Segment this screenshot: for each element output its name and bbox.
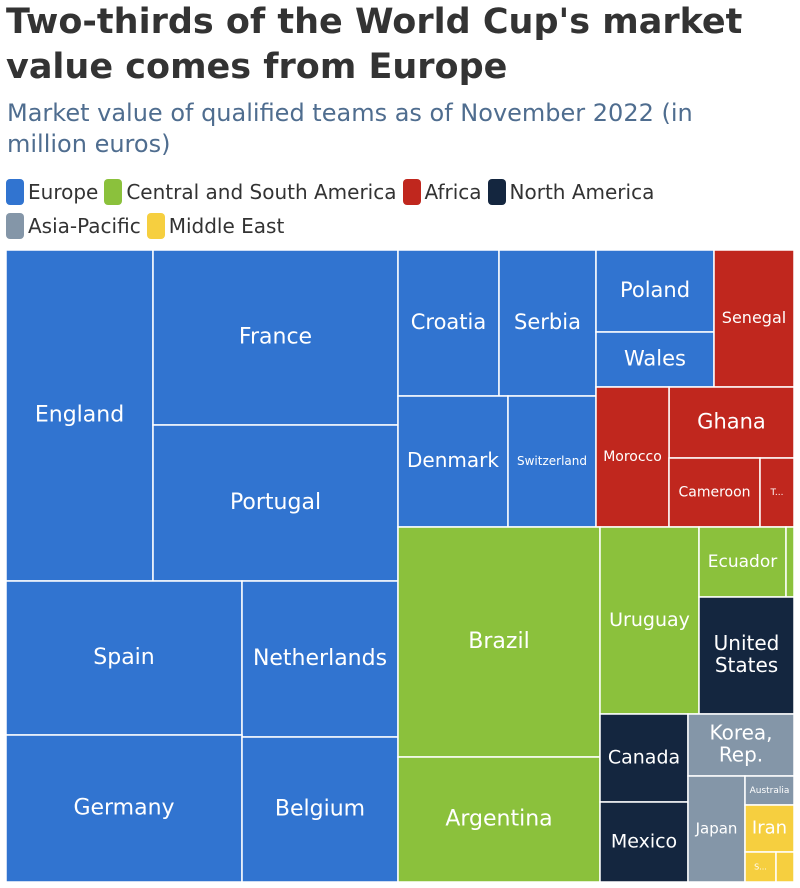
- tile-label-ecuador: Ecuador: [708, 552, 777, 572]
- legend-swatch: [6, 179, 24, 205]
- tile-label-germany: Germany: [73, 796, 174, 821]
- legend-item-asia-pacific[interactable]: Asia-Pacific: [6, 212, 141, 240]
- tile-brazil[interactable]: [397, 526, 601, 758]
- tile-label-switzerland: Switzerland: [517, 454, 587, 468]
- tile-switzerland[interactable]: [507, 395, 597, 528]
- tile-label-argentina: Argentina: [445, 807, 552, 832]
- tile-label-saudi-arabia: S...: [754, 863, 767, 872]
- legend-item-middle-east[interactable]: Middle East: [146, 212, 285, 240]
- tile-ghana[interactable]: [668, 386, 795, 459]
- legend-swatch: [402, 179, 421, 205]
- tile-label-denmark: Denmark: [407, 448, 499, 472]
- tile-label-brazil: Brazil: [468, 629, 529, 654]
- tile-portugal[interactable]: [152, 424, 399, 582]
- tile-label-uruguay: Uruguay: [609, 609, 690, 631]
- legend-label: Europe: [28, 180, 99, 204]
- tile-label-australia: Australia: [750, 786, 790, 796]
- tile-label-cameroon: Cameroon: [678, 485, 750, 501]
- legend-label: Central and South America: [126, 180, 397, 204]
- legend-item-europe[interactable]: Europe: [6, 178, 98, 206]
- legend: Europe Central and South America Africa Nor…: [6, 178, 796, 246]
- tile-wales[interactable]: [595, 331, 715, 388]
- tile-netherlands[interactable]: [241, 580, 399, 738]
- tile-label-croatia: Croatia: [411, 310, 487, 334]
- tile-label-korea-rep: Korea, Rep.: [709, 721, 772, 767]
- tile-label-senegal: Senegal: [722, 308, 786, 327]
- treemap-chart: England France Portugal Spain Netherlands Ger…: [5, 250, 795, 883]
- tile-tunisia[interactable]: [759, 457, 795, 528]
- tile-label-belgium: Belgium: [275, 797, 365, 822]
- chart-subtitle: Market value of qualified teams as of No…: [7, 99, 693, 158]
- tile-denmark[interactable]: [397, 395, 509, 528]
- tile-label-serbia: Serbia: [514, 310, 581, 334]
- legend-swatch: [6, 213, 24, 239]
- legend-label: North America: [509, 180, 655, 204]
- legend-label: Middle East: [168, 214, 285, 238]
- tile-label-mexico: Mexico: [611, 831, 677, 853]
- legend-label: Africa: [424, 180, 482, 204]
- tile-cameroon[interactable]: [668, 457, 761, 528]
- tile-label-spain: Spain: [93, 645, 154, 670]
- tile-united-states[interactable]: [698, 596, 795, 715]
- tile-uruguay[interactable]: [599, 526, 700, 715]
- tile-mexico[interactable]: [599, 801, 689, 883]
- legend-item-africa[interactable]: Africa: [402, 178, 482, 206]
- tile-spain[interactable]: [5, 580, 243, 736]
- tile-label-france: France: [239, 325, 312, 350]
- tile-ecuador[interactable]: [698, 526, 787, 598]
- tile-label-canada: Canada: [608, 747, 680, 769]
- tile-senegal[interactable]: [713, 250, 795, 388]
- chart-title: Two-thirds of the World Cup's market val…: [6, 2, 743, 87]
- tile-morocco[interactable]: [595, 386, 670, 528]
- tile-label-portugal: Portugal: [230, 490, 321, 515]
- tile-costa-rica[interactable]: [785, 526, 795, 598]
- legend-swatch: [487, 179, 506, 205]
- tile-label-netherlands: Netherlands: [253, 646, 387, 671]
- tile-saudi-arabia[interactable]: [744, 851, 777, 883]
- tile-label-poland: Poland: [620, 278, 690, 302]
- tile-label-ghana: Ghana: [697, 410, 766, 434]
- tile-label-tunisia: T...: [769, 488, 783, 498]
- legend-swatch: [104, 179, 123, 205]
- tile-england[interactable]: [5, 250, 154, 582]
- tile-canada[interactable]: [599, 713, 689, 803]
- tile-label-morocco: Morocco: [603, 449, 662, 465]
- legend-item-central-south-america[interactable]: Central and South America: [104, 178, 397, 206]
- tile-poland[interactable]: [595, 250, 715, 333]
- legend-label: Asia-Pacific: [28, 214, 141, 238]
- legend-item-north-america[interactable]: North America: [487, 178, 655, 206]
- tile-argentina[interactable]: [397, 756, 601, 883]
- tile-qatar[interactable]: [775, 851, 795, 883]
- tile-label-england: England: [35, 403, 124, 428]
- legend-swatch: [146, 213, 165, 239]
- tile-label-japan: Japan: [695, 820, 738, 838]
- tile-label-wales: Wales: [624, 347, 686, 371]
- tile-japan[interactable]: [687, 775, 746, 883]
- tile-label-iran: Iran: [752, 818, 787, 839]
- tile-korea-rep[interactable]: [687, 713, 795, 777]
- tile-france[interactable]: [152, 250, 399, 426]
- tile-label-united-states: United States: [714, 631, 780, 677]
